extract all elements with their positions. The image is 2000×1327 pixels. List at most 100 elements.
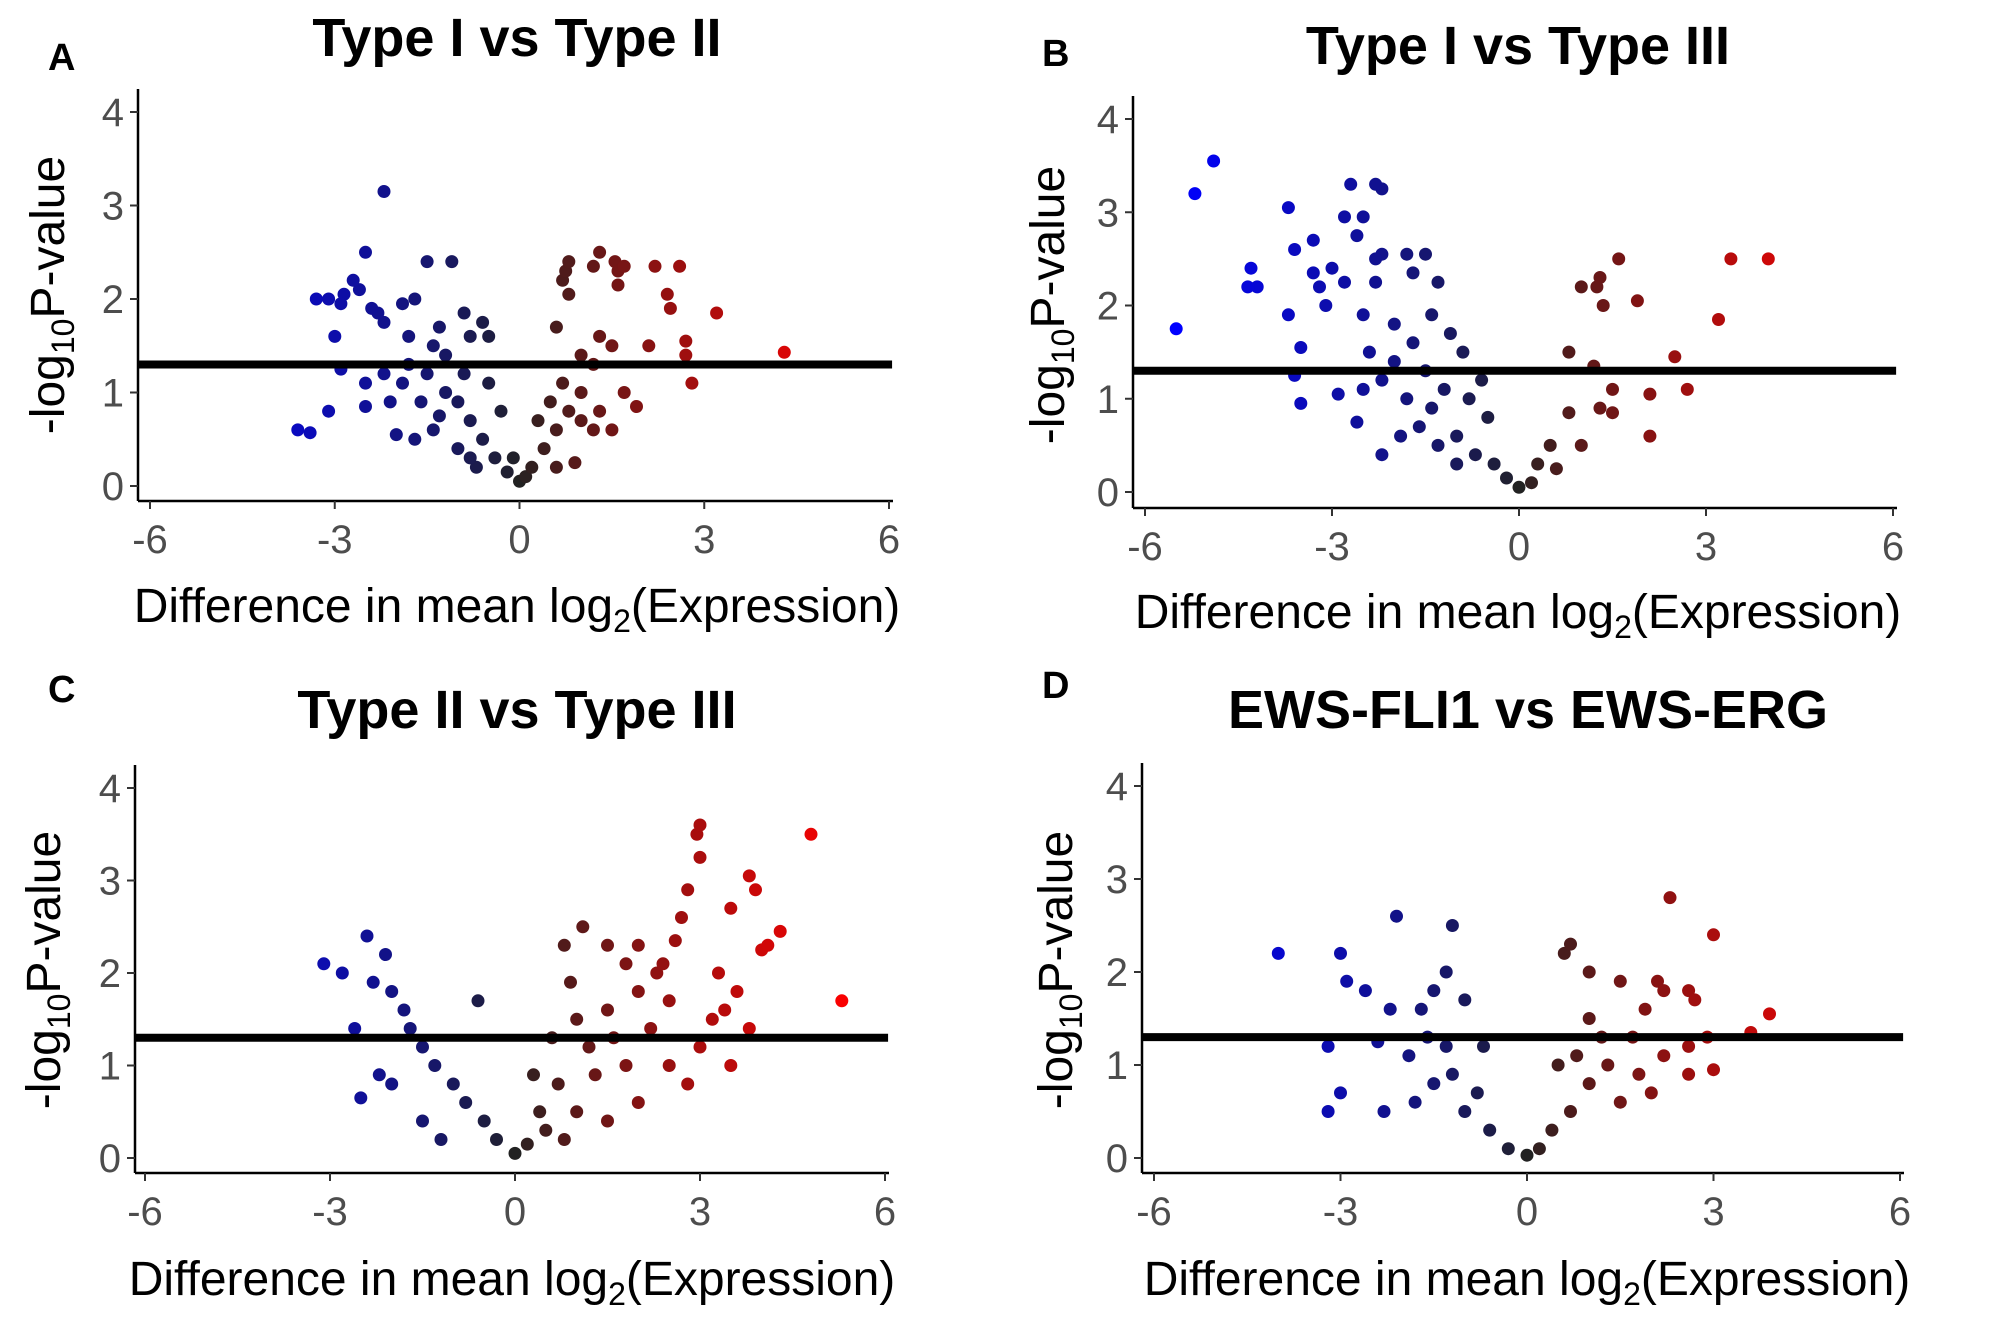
data-point: [549, 460, 563, 474]
data-point: [710, 306, 724, 320]
data-point: [1425, 401, 1439, 415]
data-point: [1400, 247, 1414, 261]
data-point: [619, 1059, 633, 1072]
data-point: [1644, 1086, 1658, 1100]
x-tick-label: -3: [317, 518, 353, 562]
data-point: [1338, 210, 1351, 224]
data-point: [631, 985, 645, 998]
data-point: [1643, 387, 1657, 401]
data-point: [1551, 1058, 1565, 1072]
data-point: [574, 386, 588, 399]
data-point: [446, 1077, 460, 1091]
data-point: [1377, 1105, 1391, 1118]
data-point: [679, 334, 693, 348]
x-tick-label: 0: [504, 1190, 526, 1234]
data-point: [564, 975, 577, 989]
data-point: [477, 1114, 491, 1128]
data-point: [1390, 909, 1403, 923]
data-point: [476, 315, 490, 329]
data-point: [322, 404, 336, 418]
data-point: [1724, 252, 1738, 266]
y-axis-label: -log10P-value: [22, 156, 81, 434]
data-point: [1344, 177, 1358, 191]
data-point: [1450, 429, 1464, 443]
data-point: [582, 1040, 596, 1054]
data-point: [1574, 280, 1588, 294]
data-point: [1383, 1002, 1397, 1016]
data-point: [1425, 308, 1439, 322]
data-point: [525, 460, 539, 474]
y-tick-label: 2: [1106, 951, 1128, 995]
data-point: [1570, 1049, 1584, 1063]
data-point: [414, 395, 428, 409]
data-point: [1241, 280, 1255, 294]
data-point: [1680, 382, 1694, 396]
data-point: [506, 451, 520, 465]
data-point: [420, 367, 434, 381]
data-point: [1562, 406, 1576, 420]
data-point: [1414, 1002, 1428, 1016]
data-point: [663, 301, 677, 315]
data-point: [1593, 271, 1607, 284]
data-point: [439, 386, 453, 399]
panel-title: Type I vs Type II: [312, 8, 721, 68]
data-point: [675, 911, 688, 924]
x-tick-label: 0: [508, 518, 530, 562]
data-point: [1350, 229, 1364, 243]
data-point: [835, 994, 849, 1008]
data-point: [1520, 1148, 1534, 1162]
data-point: [426, 339, 440, 353]
data-point: [471, 994, 485, 1008]
data-point: [335, 966, 349, 980]
data-point: [1657, 984, 1671, 998]
y-tick-label: 3: [102, 185, 124, 229]
data-point: [1439, 965, 1453, 979]
data-point: [1387, 317, 1401, 331]
data-point: [537, 442, 551, 456]
data-point: [377, 367, 391, 381]
data-point: [693, 818, 707, 832]
data-point: [718, 1003, 732, 1017]
data-point: [1406, 266, 1420, 280]
data-point: [1431, 438, 1445, 452]
data-point: [1419, 247, 1432, 261]
data-point: [1487, 457, 1501, 471]
data-point: [334, 297, 348, 311]
x-tick-label: 6: [878, 518, 900, 562]
data-point: [1475, 373, 1489, 387]
data-point: [1663, 891, 1677, 905]
data-point: [1613, 974, 1627, 988]
data-point: [309, 292, 323, 306]
data-point: [482, 376, 496, 390]
data-point: [1668, 350, 1682, 364]
y-tick-label: 3: [99, 860, 121, 904]
data-point: [1356, 210, 1370, 224]
x-tick-label: -3: [1314, 525, 1350, 569]
data-point: [742, 1022, 756, 1035]
y-tick-label: 2: [1097, 285, 1119, 329]
data-point: [1169, 322, 1183, 336]
data-point: [1412, 420, 1426, 434]
y-tick-label: 2: [102, 278, 124, 322]
x-axis-label: Difference in mean log2(Expression): [129, 1253, 896, 1312]
data-point: [457, 306, 471, 320]
data-point: [365, 301, 379, 315]
y-tick-label: 3: [1097, 191, 1119, 235]
data-point: [681, 883, 695, 897]
data-point: [488, 451, 502, 465]
data-point: [519, 470, 533, 484]
y-tick-label: 0: [99, 1137, 121, 1181]
data-point: [1271, 946, 1285, 960]
data-point: [1761, 252, 1775, 266]
data-point: [724, 1059, 738, 1072]
data-point: [451, 442, 465, 456]
data-point: [457, 367, 471, 381]
data-point: [773, 924, 787, 938]
panel-letter: B: [1042, 33, 1069, 75]
data-point: [644, 1022, 658, 1035]
x-tick-label: -6: [127, 1190, 163, 1234]
data-point: [1250, 280, 1264, 294]
data-point: [693, 1040, 707, 1054]
data-point: [1682, 984, 1696, 998]
data-point: [1549, 462, 1563, 476]
